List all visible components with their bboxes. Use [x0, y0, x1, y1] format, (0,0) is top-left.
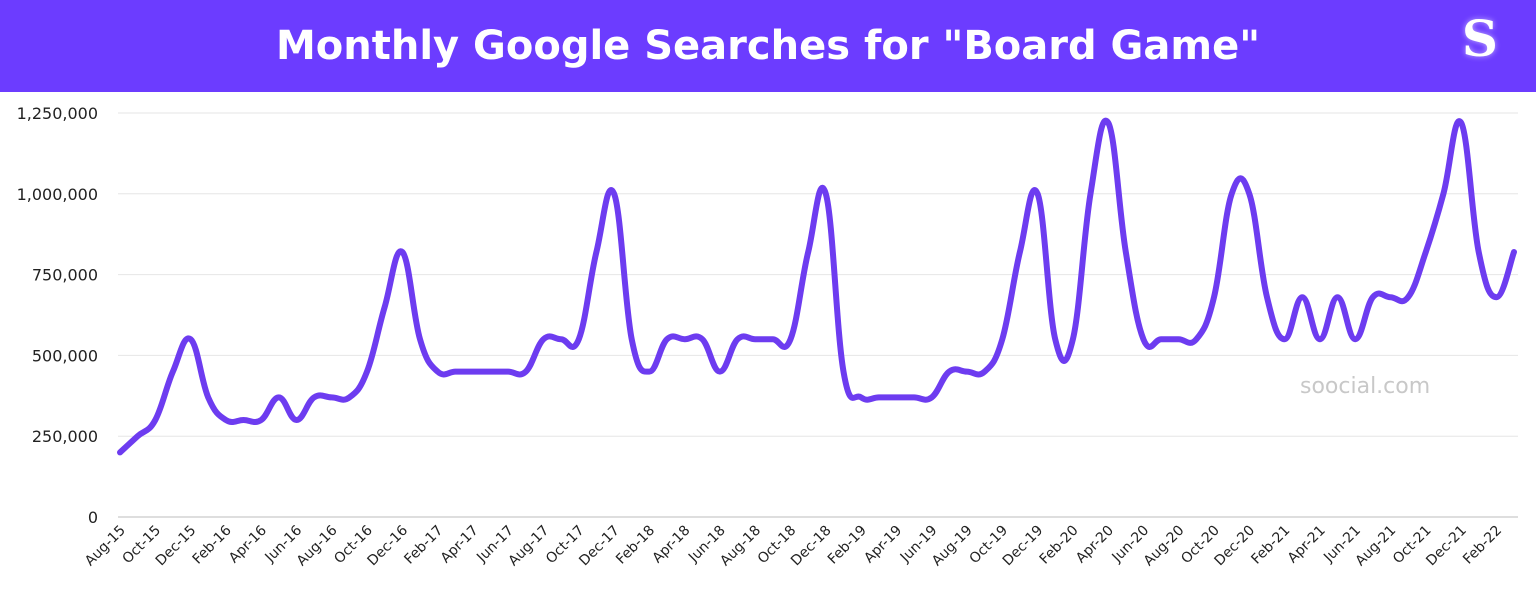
- x-tick-label: Apr-21: [1285, 523, 1329, 567]
- x-tick-label: Feb-16: [190, 522, 235, 567]
- y-tick-label: 750,000: [32, 266, 98, 285]
- header-bar: Monthly Google Searches for "Board Game"…: [0, 0, 1536, 92]
- y-tick-label: 500,000: [32, 346, 98, 365]
- y-tick-label: 1,250,000: [17, 104, 98, 123]
- x-tick-label: Aug-15: [82, 523, 129, 570]
- x-tick-label: Apr-20: [1073, 523, 1117, 567]
- y-axis-ticks: 0 250,000 500,000 750,000 1,000,000 1,250,000: [17, 104, 98, 527]
- watermark-text: soocial.com: [1300, 374, 1430, 399]
- x-tick-label: Feb-20: [1037, 523, 1082, 568]
- chart-title: Monthly Google Searches for "Board Game": [275, 23, 1261, 69]
- x-tick-label: Apr-17: [438, 523, 482, 567]
- y-tick-label: 250,000: [32, 427, 98, 446]
- grid-lines: [118, 112, 1518, 437]
- x-tick-label: Feb-21: [1248, 523, 1293, 568]
- x-tick-label: Feb-18: [613, 523, 658, 568]
- y-tick-label: 1,000,000: [17, 185, 98, 204]
- x-tick-label: Feb-19: [825, 523, 870, 568]
- x-tick-label: Feb-22: [1460, 523, 1505, 568]
- y-tick-label: 0: [88, 508, 98, 527]
- x-tick-label: Apr-18: [650, 523, 694, 567]
- line-chart: 0 250,000 500,000 750,000 1,000,000 1,250,000…: [17, 104, 1518, 569]
- x-tick-label: Apr-16: [226, 522, 270, 566]
- series-line: [117, 117, 1517, 456]
- x-axis-ticks: Aug-15Oct-15Dec-15Feb-16Apr-16Jun-16Aug-…: [82, 522, 1505, 569]
- soocial-logo-icon: S: [1461, 9, 1498, 68]
- x-tick-label: Dec-16: [365, 522, 412, 569]
- x-tick-label: Apr-19: [861, 523, 905, 567]
- x-tick-label: Feb-17: [401, 523, 446, 568]
